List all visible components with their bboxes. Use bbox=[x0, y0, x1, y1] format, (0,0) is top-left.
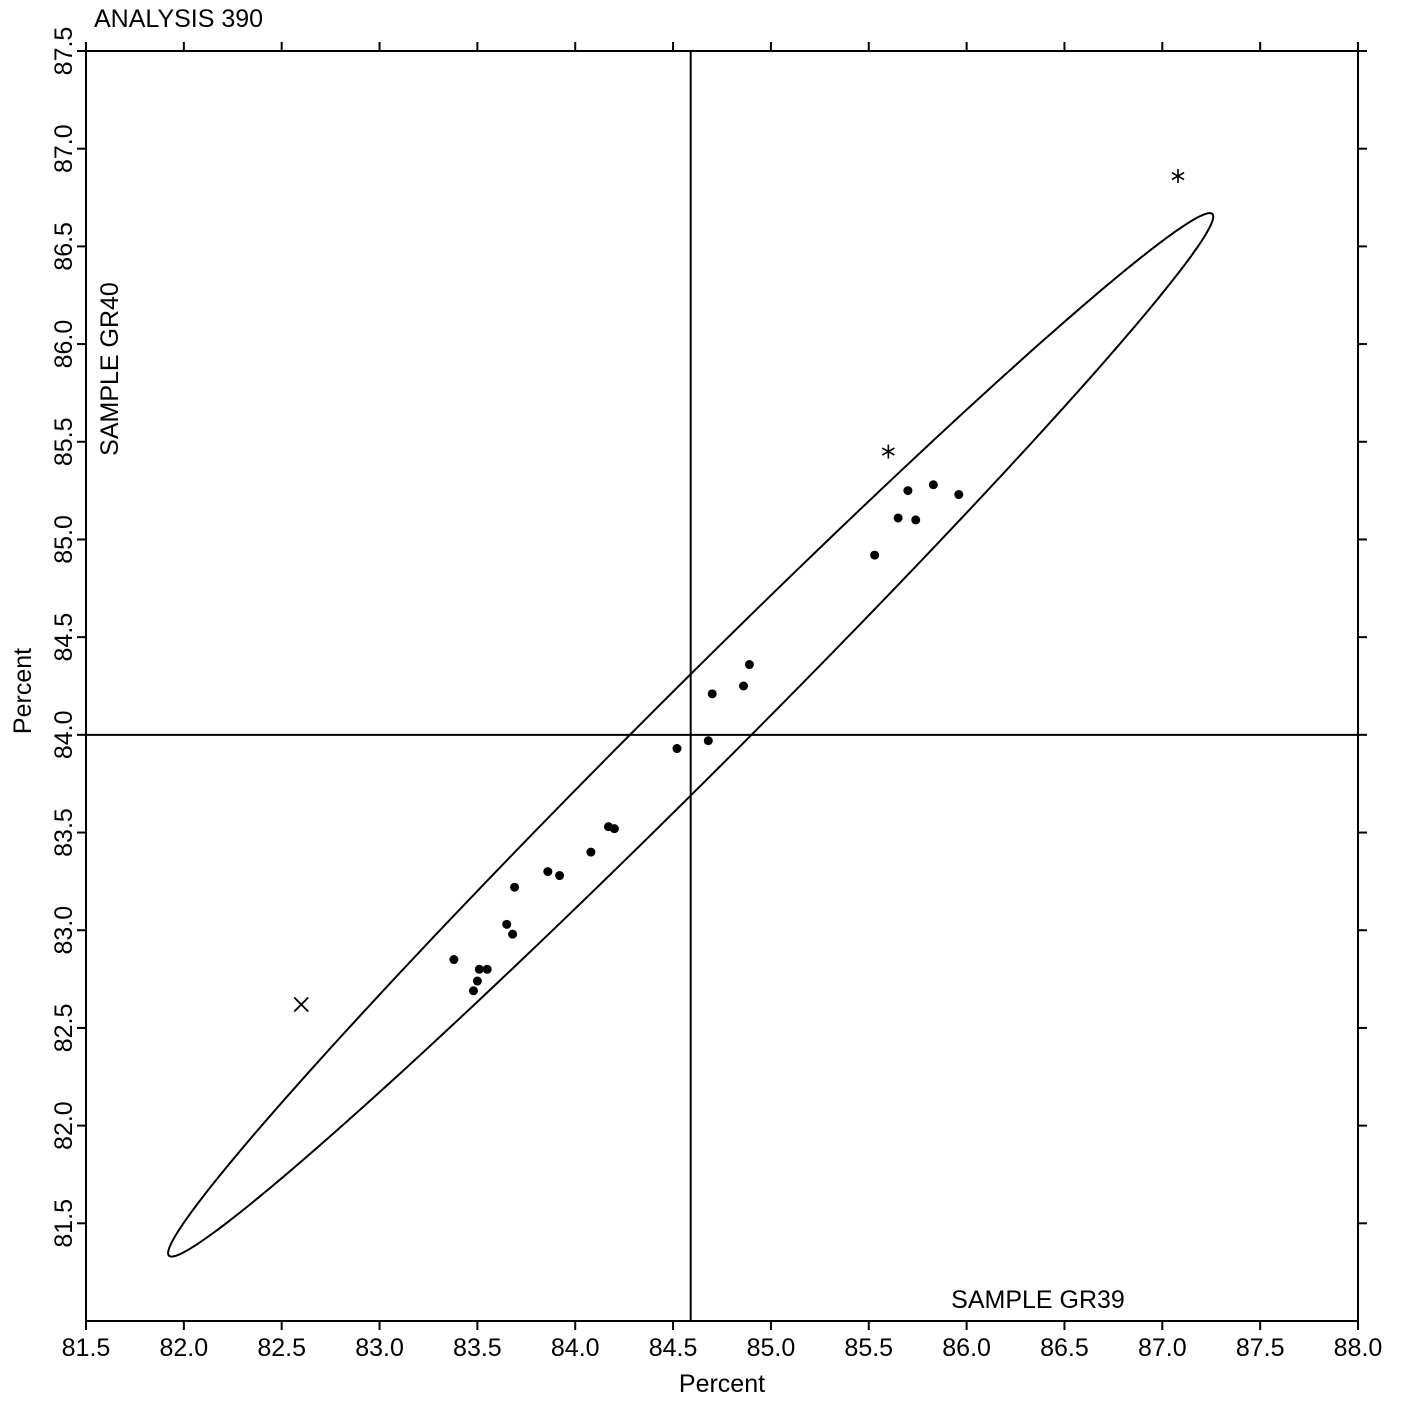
x-tick-label: 83.5 bbox=[453, 1334, 502, 1362]
data-point-dot bbox=[586, 847, 596, 857]
y-tick-label: 86.0 bbox=[50, 320, 78, 369]
data-point-dot bbox=[672, 744, 682, 754]
x-tick-label: 85.0 bbox=[747, 1334, 796, 1362]
confidence-ellipse bbox=[167, 212, 1215, 1258]
data-point-dot bbox=[911, 515, 921, 525]
y-tick-label: 85.0 bbox=[50, 515, 78, 564]
data-point-asterisk bbox=[1171, 169, 1185, 184]
data-point-dot bbox=[543, 867, 553, 877]
cross-stroke bbox=[293, 996, 309, 1013]
asterisk-stroke bbox=[881, 447, 895, 456]
data-point-dot bbox=[472, 976, 482, 986]
x-axis-title: Percent bbox=[679, 1370, 765, 1398]
data-point-dot bbox=[468, 986, 478, 996]
data-point-dot bbox=[449, 955, 459, 965]
y-tick-label: 85.5 bbox=[50, 417, 78, 466]
x-tick-label: 83.0 bbox=[355, 1334, 404, 1362]
y-tick-label: 83.0 bbox=[50, 906, 78, 955]
x-tick-labels: 81.5 82.0 82.5 83.0 83.5 84.0 84.5 85.0 85.5 86.0… bbox=[62, 1334, 1383, 1362]
data-point-dot bbox=[609, 824, 619, 834]
data-point-dot bbox=[510, 882, 520, 892]
x-tick-label: 88.0 bbox=[1334, 1334, 1383, 1362]
data-point-dot bbox=[703, 736, 713, 746]
data-point-dot bbox=[744, 660, 754, 670]
data-point-dot bbox=[502, 919, 512, 929]
x-tick-label: 87.0 bbox=[1138, 1334, 1187, 1362]
x-tick-label: 81.5 bbox=[62, 1334, 111, 1362]
x-tick-label: 87.5 bbox=[1236, 1334, 1285, 1362]
data-point-dot bbox=[903, 486, 913, 496]
x-tick-label: 82.0 bbox=[160, 1334, 209, 1362]
y-axis-title: Percent bbox=[9, 648, 37, 734]
data-point-dot bbox=[707, 689, 717, 699]
data-point-dot bbox=[954, 490, 964, 500]
data-point-dot bbox=[474, 964, 484, 974]
y-sample-label: SAMPLE GR40 bbox=[96, 282, 124, 456]
data-points bbox=[293, 169, 1185, 1013]
y-tick-label: 82.0 bbox=[50, 1101, 78, 1150]
y-tick-label: 83.5 bbox=[50, 808, 78, 857]
data-point-dot bbox=[482, 964, 492, 974]
data-point-asterisk bbox=[881, 444, 895, 459]
y-tick-label: 86.5 bbox=[50, 222, 78, 271]
asterisk-stroke bbox=[1171, 171, 1185, 181]
y-tick-label: 87.0 bbox=[50, 124, 78, 173]
chart-title: ANALYSIS 390 bbox=[94, 5, 263, 33]
y-tick-label: 84.0 bbox=[50, 711, 78, 760]
y-tick-label: 84.5 bbox=[50, 613, 78, 662]
data-point-dot bbox=[739, 681, 749, 691]
data-point-dot bbox=[928, 480, 938, 490]
x-tick-label: 84.0 bbox=[551, 1334, 600, 1362]
y-tick-label: 82.5 bbox=[50, 1004, 78, 1053]
data-point-dot bbox=[893, 513, 903, 523]
data-point-cross bbox=[293, 996, 309, 1013]
x-sample-label: SAMPLE GR39 bbox=[951, 1286, 1125, 1314]
data-point-dot bbox=[555, 871, 565, 881]
data-point-dot bbox=[508, 929, 518, 939]
x-tick-label: 86.5 bbox=[1040, 1334, 1089, 1362]
x-tick-label: 84.5 bbox=[649, 1334, 698, 1362]
reference-lines bbox=[86, 51, 1358, 1321]
y-tick-label: 87.5 bbox=[50, 27, 78, 76]
x-tick-label: 82.5 bbox=[257, 1334, 306, 1362]
y-tick-label: 81.5 bbox=[50, 1199, 78, 1248]
data-point-dot bbox=[870, 550, 880, 560]
x-tick-label: 86.0 bbox=[942, 1334, 991, 1362]
axis-ticks bbox=[77, 42, 1367, 1330]
plot-frame bbox=[85, 50, 1359, 1322]
x-tick-label: 85.5 bbox=[844, 1334, 893, 1362]
y-tick-labels: 81.5 82.0 82.5 83.0 83.5 84.0 84.5 85.0 85.5 86.0… bbox=[50, 27, 78, 1248]
confidence-ellipse-layer bbox=[167, 212, 1215, 1258]
